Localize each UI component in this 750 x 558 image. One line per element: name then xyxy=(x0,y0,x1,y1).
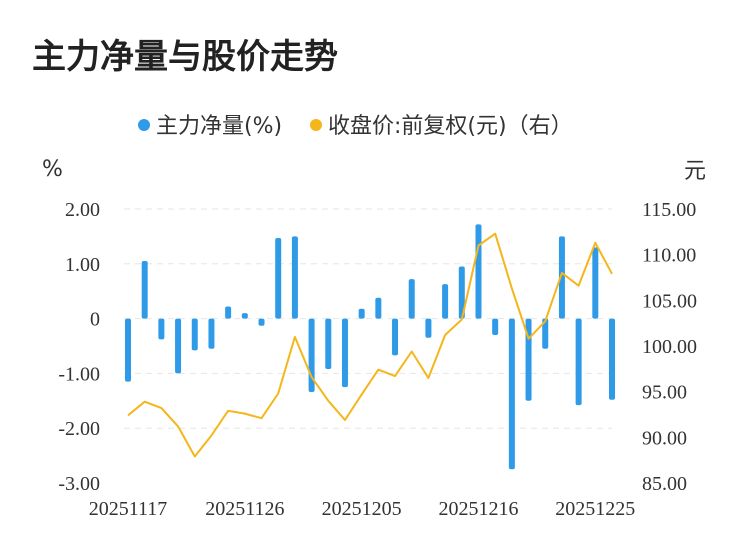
right-axis-unit: 元 xyxy=(684,159,706,184)
net-volume-bar xyxy=(241,313,248,319)
net-volume-bar xyxy=(375,297,382,319)
net-volume-bar xyxy=(141,261,148,319)
left-tick-label: -2.00 xyxy=(58,418,100,440)
x-tick-label: 20251205 xyxy=(322,498,402,520)
close-price-line xyxy=(127,232,613,458)
x-tick-label: 20251126 xyxy=(205,498,284,520)
left-tick-label: 2.00 xyxy=(65,199,100,221)
net-volume-bar xyxy=(442,284,449,319)
left-tick-label: 1.00 xyxy=(65,254,100,276)
net-volume-bar xyxy=(358,308,365,319)
left-tick-label: -3.00 xyxy=(58,473,100,495)
left-tick-label: 0 xyxy=(90,309,100,331)
right-axis-ticks: 115.00 110.00 105.00 100.00 95.00 90.00 85.00 xyxy=(642,199,697,495)
net-volume-bar xyxy=(191,318,198,351)
right-tick-label: 85.00 xyxy=(642,473,687,495)
right-tick-label: 115.00 xyxy=(642,199,696,221)
right-tick-label: 105.00 xyxy=(642,290,697,312)
legend-label-close-price: 收盘价:前复权(元)（右） xyxy=(328,114,573,139)
net-volume-bar xyxy=(575,318,582,406)
net-volume-bar xyxy=(492,318,499,336)
net-volume-bars xyxy=(125,224,615,470)
x-tick-label: 20251216 xyxy=(438,498,518,520)
net-volume-bar xyxy=(508,318,515,470)
net-volume-bar xyxy=(475,224,482,319)
net-volume-bar xyxy=(392,318,399,356)
net-volume-bar xyxy=(408,279,415,319)
right-tick-label: 100.00 xyxy=(642,336,697,358)
left-tick-label: -1.00 xyxy=(58,363,100,385)
net-volume-bar xyxy=(558,236,565,319)
legend: 主力净量(%) 收盘价:前复权(元)（右） xyxy=(138,114,573,139)
net-volume-bar xyxy=(225,306,232,319)
net-volume-bar xyxy=(291,236,298,319)
net-volume-bar xyxy=(325,318,332,370)
x-tick-label: 20251117 xyxy=(89,498,168,520)
net-volume-bar xyxy=(592,247,599,319)
net-volume-bar xyxy=(525,318,532,401)
net-volume-bar xyxy=(425,318,432,338)
legend-marker-net-volume xyxy=(138,119,150,131)
legend-marker-close-price xyxy=(310,119,322,131)
left-axis-ticks: 2.00 1.00 0 -1.00 -2.00 -3.00 xyxy=(58,199,100,495)
close-price-series-line xyxy=(127,232,613,458)
net-volume-bar xyxy=(258,318,265,326)
chart-title: 主力净量与股价走势 xyxy=(32,37,338,77)
net-volume-bar xyxy=(158,318,165,340)
legend-label-net-volume: 主力净量(%) xyxy=(156,114,282,139)
net-volume-bar xyxy=(175,318,182,374)
x-tick-label: 20251225 xyxy=(555,498,635,520)
gridlines xyxy=(124,208,612,429)
net-volume-bar xyxy=(609,318,615,400)
x-axis-ticks: 20251117 20251126 20251205 20251216 20251225 xyxy=(89,498,636,520)
net-volume-bar xyxy=(275,238,282,319)
right-tick-label: 95.00 xyxy=(642,382,687,404)
net-volume-bar xyxy=(208,318,215,349)
left-axis-unit: % xyxy=(42,157,63,182)
net-volume-bar xyxy=(125,318,131,382)
right-tick-label: 110.00 xyxy=(642,245,696,267)
net-volume-bar xyxy=(458,266,465,319)
right-tick-label: 90.00 xyxy=(642,427,687,449)
net-volume-bar xyxy=(542,318,549,349)
net-volume-bar xyxy=(341,318,348,388)
